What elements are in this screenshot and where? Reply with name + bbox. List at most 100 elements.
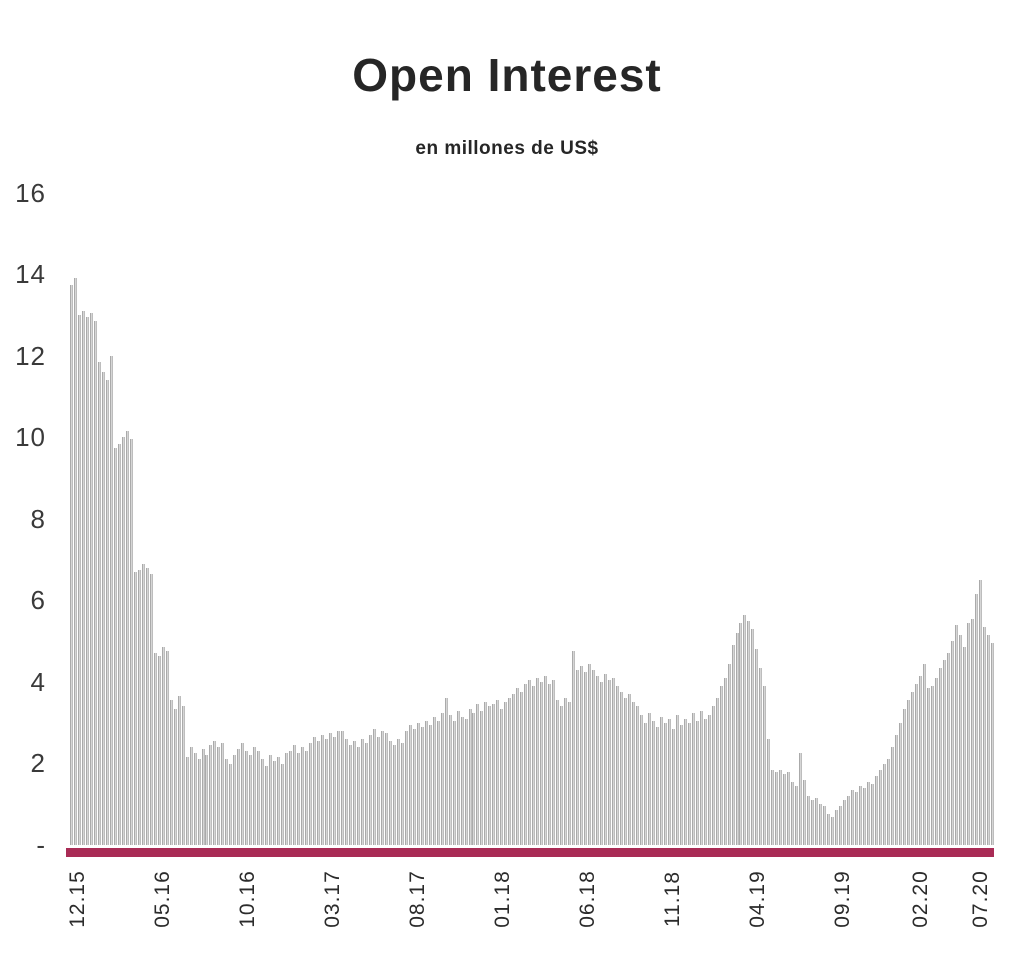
bar [169, 700, 173, 845]
bar [73, 278, 77, 845]
bar [775, 771, 779, 845]
bar [600, 682, 603, 845]
bar [133, 571, 137, 845]
x-tick-label: 07.20 [969, 870, 992, 928]
y-tick-label: 6 [30, 585, 46, 616]
chart-title: Open Interest [352, 49, 662, 101]
bar [727, 663, 731, 845]
x-tick-label: 04.19 [746, 870, 769, 928]
bar [488, 706, 492, 845]
bar [671, 728, 675, 845]
bar [464, 718, 468, 845]
bar [835, 810, 839, 845]
bar [193, 753, 197, 845]
bar [647, 712, 651, 845]
bar [731, 645, 735, 845]
y-tick-label: 14 [15, 259, 46, 290]
bar [217, 747, 221, 845]
bar [603, 673, 607, 845]
bar [950, 641, 954, 845]
bar [400, 743, 404, 845]
bar [384, 732, 388, 845]
bar [500, 708, 504, 845]
x-tick-label: 01.18 [491, 870, 514, 928]
bar [711, 706, 715, 845]
bar [767, 739, 771, 845]
bar [906, 700, 910, 845]
bar [428, 724, 432, 845]
bar [623, 698, 627, 845]
bar [269, 755, 273, 845]
bar [962, 647, 966, 845]
bar [771, 769, 775, 845]
bar [759, 667, 763, 845]
bar [309, 743, 313, 845]
bar [596, 675, 600, 845]
bar [643, 722, 647, 845]
bar [715, 698, 719, 845]
bar [851, 790, 855, 845]
bar [109, 355, 113, 845]
bar [185, 757, 189, 845]
x-tick-label: 09.19 [831, 870, 854, 928]
bar [631, 702, 635, 845]
bar [902, 708, 906, 845]
bar [635, 706, 639, 845]
bar [886, 759, 890, 845]
x-tick-label: 03.17 [321, 870, 344, 928]
bar [548, 684, 552, 845]
bar [667, 718, 671, 845]
bar [572, 651, 576, 845]
bar [313, 737, 317, 845]
bar [93, 321, 97, 845]
bar [504, 702, 508, 845]
bar [607, 679, 611, 845]
bar [85, 317, 89, 845]
bar [372, 728, 376, 845]
bar [859, 785, 863, 845]
bar [229, 763, 233, 845]
y-tick-label: 4 [30, 666, 46, 697]
x-tick-label: 02.20 [909, 870, 932, 928]
bar [580, 665, 584, 845]
bar [532, 686, 536, 845]
bar [807, 796, 811, 845]
bar [145, 567, 149, 845]
bar [273, 761, 277, 845]
bar [412, 728, 416, 845]
bar [305, 751, 309, 845]
bar [249, 755, 253, 845]
bar [847, 796, 851, 845]
bar [137, 569, 141, 845]
bar [918, 675, 922, 845]
bar [675, 714, 679, 845]
bar [460, 716, 464, 845]
bar [221, 743, 225, 845]
bar [556, 700, 560, 845]
bar [954, 624, 958, 845]
bar [125, 431, 129, 845]
bar [233, 755, 237, 845]
bar [779, 769, 783, 845]
bar [496, 700, 500, 845]
bar [751, 629, 755, 845]
bar [552, 679, 556, 845]
bar [743, 614, 747, 845]
bar [329, 732, 333, 845]
bar [257, 751, 261, 845]
bar [747, 620, 751, 845]
bar [81, 311, 85, 845]
bar [121, 437, 125, 845]
bar [360, 739, 364, 845]
bar [253, 747, 257, 845]
bar [201, 749, 205, 845]
bar [803, 779, 807, 845]
bar [588, 663, 592, 845]
bar [77, 315, 81, 845]
x-tick-label: 11.18 [661, 871, 684, 927]
bar [870, 783, 874, 845]
bar [333, 737, 336, 845]
bar [213, 741, 217, 845]
bar [484, 702, 488, 845]
bar [432, 716, 436, 845]
